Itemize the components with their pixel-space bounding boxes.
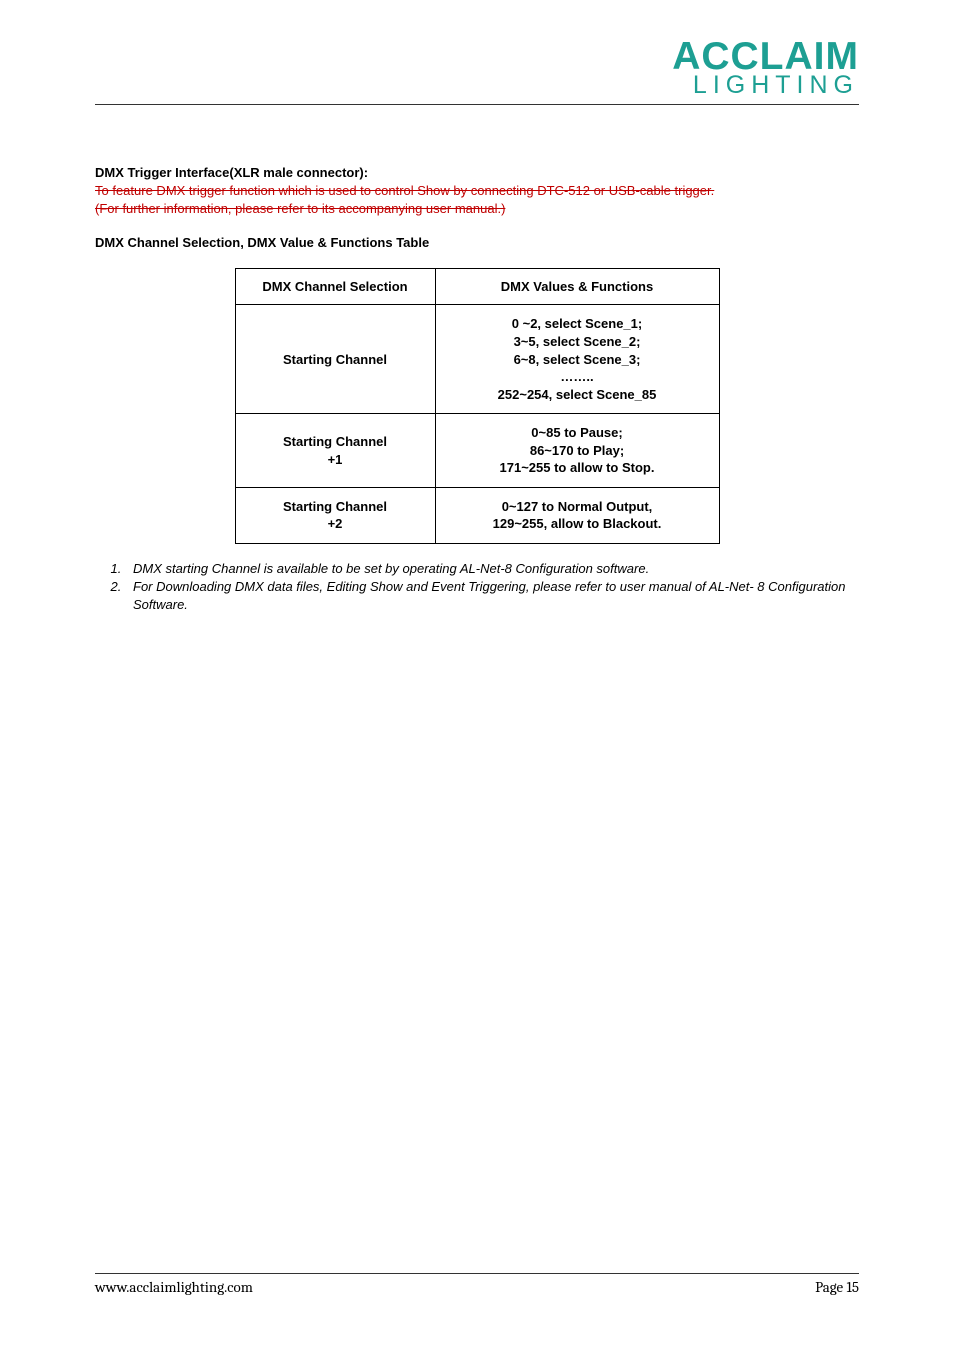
dmx-table: DMX Channel Selection DMX Values & Funct…: [235, 268, 720, 543]
cell-channel: Starting Channel: [235, 305, 435, 414]
cell-values: 0~85 to Pause; 86~170 to Play; 171~255 t…: [435, 414, 719, 488]
divider-top: [95, 104, 859, 105]
table-heading: DMX Channel Selection, DMX Value & Funct…: [95, 235, 859, 250]
notes: DMX starting Channel is available to be …: [95, 560, 859, 615]
logo-bottom: LIGHTING: [672, 75, 859, 96]
cell-channel: Starting Channel +2: [235, 487, 435, 543]
logo-top: ACCLAIM: [672, 40, 859, 73]
table-header-row: DMX Channel Selection DMX Values & Funct…: [235, 269, 719, 305]
divider-bottom: [95, 1273, 859, 1274]
footer-url: www.acclaimlighting.com: [95, 1278, 253, 1296]
footer-page: Page 15: [815, 1278, 859, 1296]
cell-values: 0~127 to Normal Output, 129~255, allow t…: [435, 487, 719, 543]
table-row: Starting Channel +2 0~127 to Normal Outp…: [235, 487, 719, 543]
table-row: Starting Channel 0 ~2, select Scene_1; 3…: [235, 305, 719, 414]
th-col1: DMX Channel Selection: [235, 269, 435, 305]
cell-values: 0 ~2, select Scene_1; 3~5, select Scene_…: [435, 305, 719, 414]
footer: www.acclaimlighting.com Page 15: [95, 1273, 859, 1296]
section-title: DMX Trigger Interface(XLR male connector…: [95, 165, 859, 180]
strike-line-1: To feature DMX trigger function which is…: [95, 182, 859, 200]
note-item: For Downloading DMX data files, Editing …: [125, 578, 859, 614]
strike-line-2: (For further information, please refer t…: [95, 200, 859, 218]
th-col2: DMX Values & Functions: [435, 269, 719, 305]
cell-channel: Starting Channel +1: [235, 414, 435, 488]
note-item: DMX starting Channel is available to be …: [125, 560, 859, 578]
logo: ACCLAIM LIGHTING: [95, 40, 859, 96]
table-row: Starting Channel +1 0~85 to Pause; 86~17…: [235, 414, 719, 488]
